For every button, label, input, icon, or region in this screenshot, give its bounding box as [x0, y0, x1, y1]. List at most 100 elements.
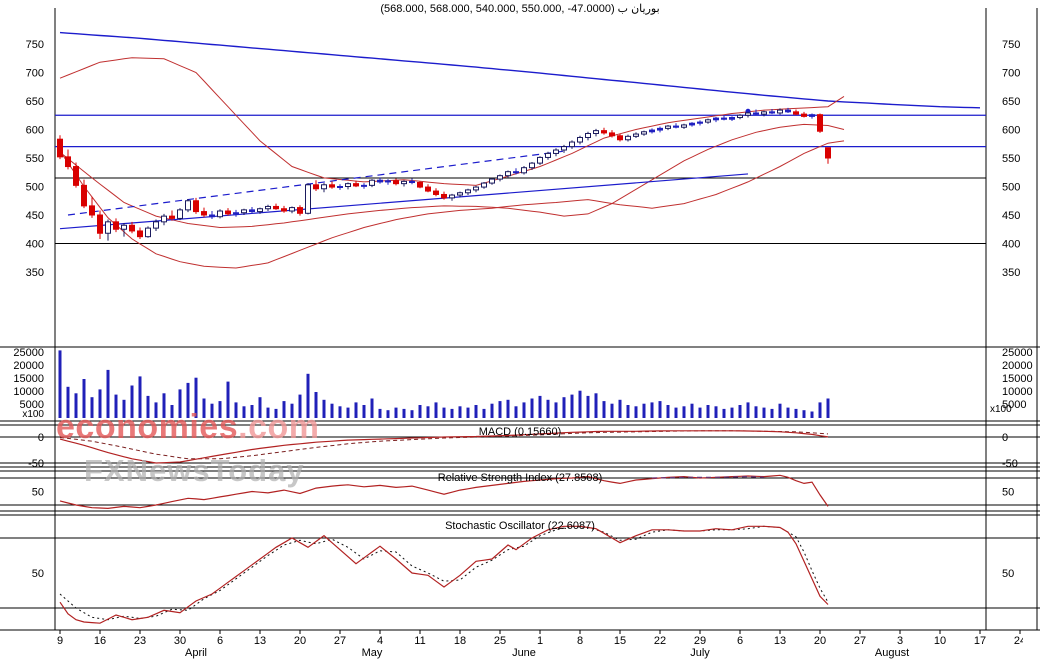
volume-bar [218, 401, 222, 418]
volume-bar [154, 402, 158, 418]
stoch-axis-label-right: 50 [1002, 568, 1014, 580]
candle-body [273, 205, 279, 210]
volume-bar [450, 408, 454, 418]
volume-bar [722, 408, 726, 418]
volume-bar [434, 402, 438, 418]
candle-body [369, 179, 375, 186]
candle-body [481, 182, 487, 188]
candle-body [217, 210, 223, 218]
volume-bar [226, 381, 230, 418]
candle-body [585, 132, 591, 138]
volume-bar [362, 405, 366, 418]
candle-body [809, 114, 815, 117]
volume-bar [258, 397, 262, 418]
volume-bar [746, 402, 750, 418]
volume-bar [282, 401, 286, 418]
date-tick-label: 20 [294, 635, 306, 647]
rsi-dash-overlay [651, 475, 765, 479]
volume-bar [626, 405, 630, 418]
candle-body [185, 200, 191, 211]
date-tick-label: 11 [414, 635, 425, 647]
volume-bar [778, 403, 782, 418]
month-label: May [362, 647, 383, 659]
volume-bar [634, 406, 638, 418]
volume-bar [242, 406, 246, 418]
volume-bar [546, 399, 550, 418]
candle-body [521, 167, 527, 174]
candle-body [209, 214, 215, 218]
volume-bar [74, 393, 78, 418]
candle-body [337, 186, 343, 188]
price-axis-label-left: 450 [26, 210, 44, 222]
volume-bar [522, 402, 526, 418]
date-tick-label: 30 [174, 635, 186, 647]
volume-bar [194, 377, 198, 418]
candle-body [505, 171, 511, 177]
volume-bar [458, 406, 462, 418]
candle-body [801, 113, 807, 117]
date-tick-label: 25 [494, 635, 506, 647]
volume-bar [690, 403, 694, 418]
price-axis-label-right: 400 [1002, 239, 1020, 251]
candle-body [89, 205, 95, 216]
volume-bar [762, 407, 766, 418]
candle-body [713, 117, 719, 121]
volume-bar [786, 407, 790, 418]
date-tick-label: 17 [974, 635, 986, 647]
price-axis-label-right: 550 [1002, 153, 1020, 165]
volume-bar [306, 373, 310, 418]
volume-multiplier-left: x100 [22, 409, 44, 420]
volume-bar [394, 407, 398, 418]
rsi-line [59, 474, 829, 510]
candle-body [65, 156, 71, 168]
middle-band [59, 123, 845, 229]
price-axis-label-left: 750 [26, 39, 44, 51]
candle-body [433, 190, 439, 195]
candle-body [177, 209, 183, 219]
month-axis: April May June July August [185, 647, 909, 659]
candle-body [673, 125, 679, 128]
date-tick-label: 27 [854, 635, 866, 647]
volume-bar [250, 405, 254, 418]
volume-bar [386, 410, 390, 418]
volume-bar [802, 410, 806, 418]
candle-body [129, 224, 135, 232]
candle-body [249, 209, 255, 213]
date-tick-label: 6 [737, 635, 743, 647]
volume-bar [706, 405, 710, 418]
volume-bar [162, 393, 166, 418]
volume-bar [682, 406, 686, 418]
candle-body [425, 186, 431, 192]
macd-signal-line [59, 430, 829, 460]
candle-body [449, 194, 455, 199]
volume-bar [298, 394, 302, 418]
candle-body [97, 214, 103, 234]
month-label: April [185, 647, 207, 659]
price-axis-label-left: 650 [26, 96, 44, 108]
date-tick-label: 3 [897, 635, 903, 647]
volume-bar [274, 408, 278, 418]
candle-body [697, 121, 703, 124]
candle-body [241, 209, 247, 214]
volume-bar [146, 395, 150, 418]
rsi-axis-label-right: 50 [1002, 487, 1014, 499]
candle-body [545, 152, 551, 158]
candle-body [113, 221, 119, 230]
candle-body [665, 125, 671, 129]
candle-body [265, 205, 271, 210]
price-axis-label-left: 350 [26, 267, 44, 279]
volume-bar [66, 386, 70, 418]
candle-body [289, 207, 295, 212]
candle-body [441, 193, 447, 199]
volume-bar [82, 379, 86, 418]
volume-axis-label-right: 5000 [1002, 399, 1026, 411]
candle-body [321, 184, 327, 190]
candle-body [393, 180, 399, 185]
candle-body [361, 184, 367, 187]
date-tick-label: 10 [934, 635, 946, 647]
date-tick-label: 9 [57, 635, 63, 647]
month-label: July [690, 647, 710, 659]
candle-body [729, 117, 735, 120]
